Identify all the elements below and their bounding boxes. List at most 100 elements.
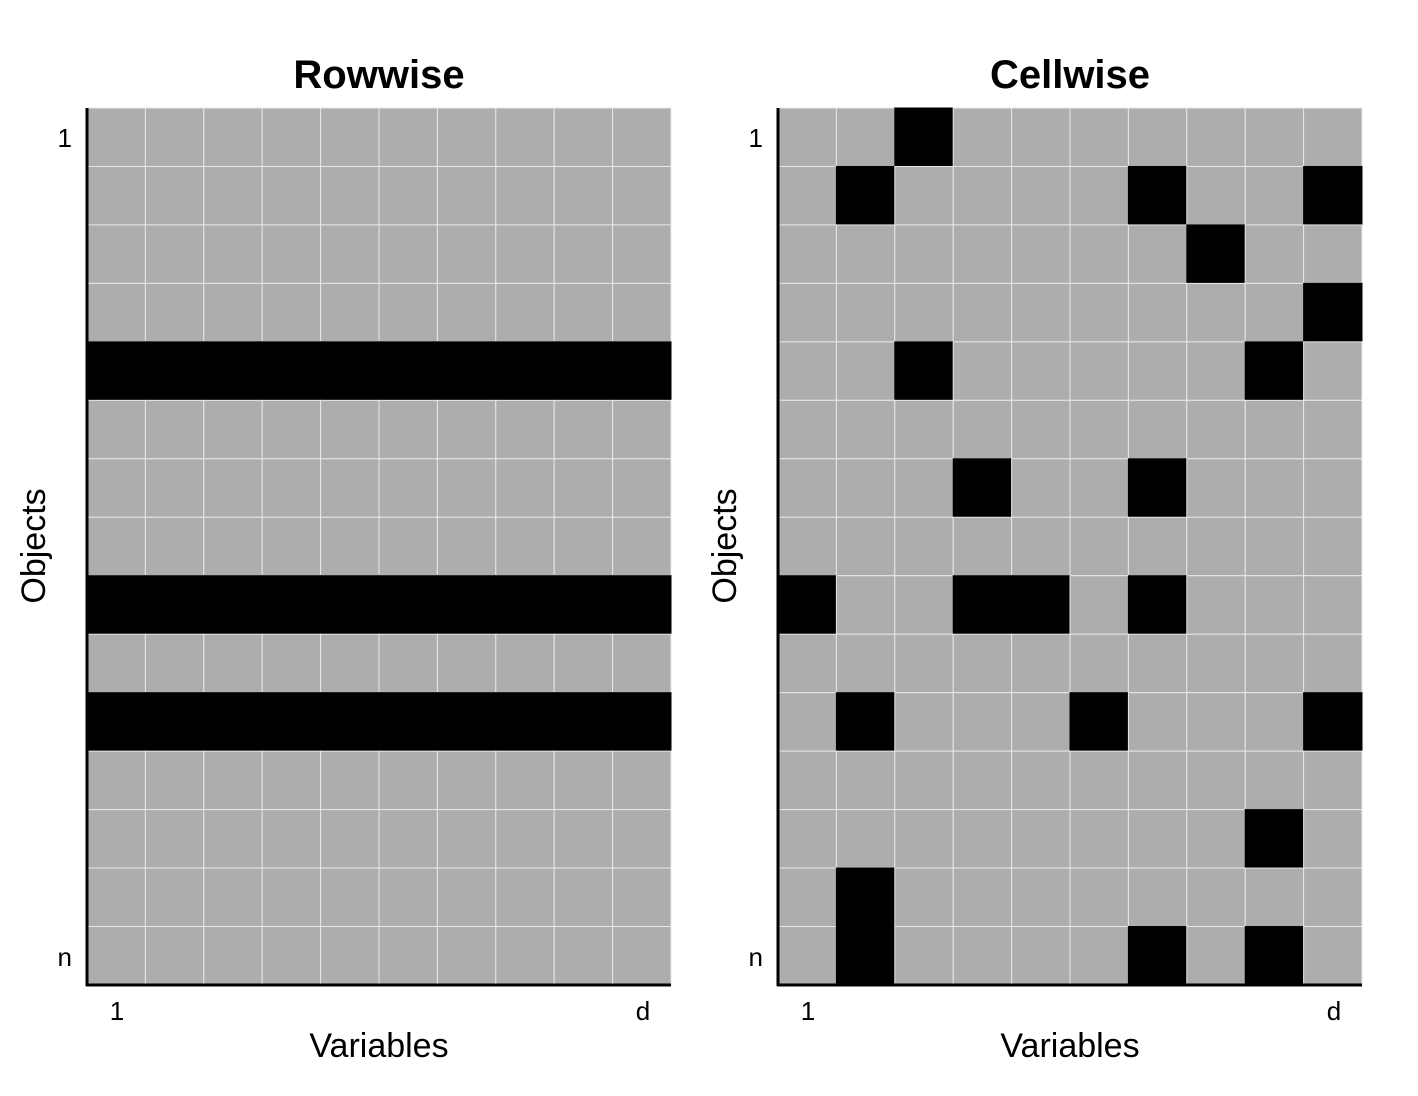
rowwise-cell-r6-c1 <box>86 399 146 460</box>
cellwise-cell-r13-c1 <box>777 809 837 869</box>
rowwise-cell-r7-c4 <box>261 458 322 518</box>
cellwise-cell-r11-c8 <box>1186 692 1246 752</box>
cellwise-cell-r2-c7-outlier <box>1127 165 1188 226</box>
cellwise-cell-r10-c4 <box>952 633 1013 694</box>
rowwise-cell-r11-c8-outlier <box>495 692 555 752</box>
cellwise-cell-r11-c7 <box>1127 692 1188 752</box>
rowwise-cell-r12-c7 <box>436 750 497 811</box>
cellwise-cell-r15-c8 <box>1186 926 1246 986</box>
cellwise-cell-r6-c6 <box>1069 399 1129 460</box>
cellwise-cell-r2-c6 <box>1069 165 1129 226</box>
cellwise-cell-r7-c10 <box>1303 458 1363 518</box>
cellwise-cell-r3-c6 <box>1069 224 1129 284</box>
rowwise-cell-r8-c9 <box>553 516 614 577</box>
cellwise-cell-r7-c8 <box>1186 458 1246 518</box>
cellwise-cell-r5-c9-outlier <box>1244 341 1305 401</box>
rowwise-cell-r8-c8 <box>495 516 555 577</box>
cellwise-cell-r6-c7 <box>1127 399 1188 460</box>
rowwise-cell-r9-c2-outlier <box>144 575 205 635</box>
rowwise-title: Rowwise <box>293 53 464 97</box>
rowwise-x-tick-first: 1 <box>110 996 124 1026</box>
rowwise-cell-r11-c9-outlier <box>553 692 614 752</box>
rowwise-cell-r9-c7-outlier <box>436 575 497 635</box>
rowwise-cell-r13-c1 <box>86 809 146 869</box>
cellwise-cell-r14-c8 <box>1186 867 1246 928</box>
rowwise-cell-r5-c9-outlier <box>553 341 614 401</box>
rowwise-cell-r14-c10 <box>612 867 672 928</box>
cellwise-cell-r12-c9 <box>1244 750 1305 811</box>
rowwise-cell-r4-c5 <box>320 282 380 343</box>
rowwise-cell-r1-c8 <box>495 107 555 167</box>
rowwise-cell-r6-c3 <box>203 399 263 460</box>
rowwise-cell-r8-c5 <box>320 516 380 577</box>
rowwise-cell-r14-c3 <box>203 867 263 928</box>
rowwise-cell-r2-c3 <box>203 165 263 226</box>
cellwise-cell-r6-c3 <box>894 399 954 460</box>
rowwise-cell-r6-c2 <box>144 399 205 460</box>
rowwise-y-axis-label: Objects <box>15 488 53 603</box>
cellwise-cell-r2-c9 <box>1244 165 1305 226</box>
rowwise-cell-r12-c10 <box>612 750 672 811</box>
rowwise-cell-r2-c6 <box>378 165 438 226</box>
cellwise-cell-r4-c5 <box>1011 282 1071 343</box>
rowwise-cell-r15-c1 <box>86 926 146 986</box>
rowwise-cell-r2-c9 <box>553 165 614 226</box>
cellwise-cell-r7-c4-outlier <box>952 458 1013 518</box>
cellwise-cell-r9-c9 <box>1244 575 1305 635</box>
rowwise-cell-r3-c10 <box>612 224 672 284</box>
rowwise-cell-r12-c4 <box>261 750 322 811</box>
cellwise-cell-r10-c3 <box>894 633 954 694</box>
cellwise-cell-r3-c2 <box>835 224 896 284</box>
cellwise-cell-r7-c3 <box>894 458 954 518</box>
rowwise-cell-r8-c4 <box>261 516 322 577</box>
cellwise-cell-r10-c8 <box>1186 633 1246 694</box>
cellwise-cell-r1-c2 <box>835 107 896 167</box>
cellwise-cell-r4-c7 <box>1127 282 1188 343</box>
cellwise-cell-r12-c3 <box>894 750 954 811</box>
cellwise-cell-r9-c1-outlier <box>777 575 837 635</box>
rowwise-cell-r10-c7 <box>436 633 497 694</box>
rowwise-cell-r13-c10 <box>612 809 672 869</box>
rowwise-cell-r1-c6 <box>378 107 438 167</box>
cellwise-y-tick-first: 1 <box>749 123 763 153</box>
rowwise-cell-r12-c1 <box>86 750 146 811</box>
rowwise-x-tick-last: d <box>636 996 650 1026</box>
cellwise-cell-r8-c1 <box>777 516 837 577</box>
cellwise-x-axis-label: Variables <box>1000 1027 1139 1065</box>
cellwise-cell-r12-c6 <box>1069 750 1129 811</box>
rowwise-cell-r14-c2 <box>144 867 205 928</box>
rowwise-cell-r5-c3-outlier <box>203 341 263 401</box>
cellwise-cell-r3-c5 <box>1011 224 1071 284</box>
cellwise-cell-r2-c1 <box>777 165 837 226</box>
rowwise-cell-r1-c7 <box>436 107 497 167</box>
cellwise-cell-r1-c1 <box>777 107 837 167</box>
cellwise-cell-r6-c9 <box>1244 399 1305 460</box>
rowwise-cell-r4-c7 <box>436 282 497 343</box>
rowwise-cell-r4-c3 <box>203 282 263 343</box>
rowwise-cell-r2-c7 <box>436 165 497 226</box>
cellwise-cell-r14-c5 <box>1011 867 1071 928</box>
cellwise-cell-r1-c7 <box>1127 107 1188 167</box>
rowwise-cell-r3-c4 <box>261 224 322 284</box>
cellwise-cell-r8-c10 <box>1303 516 1363 577</box>
rowwise-cell-r1-c9 <box>553 107 614 167</box>
rowwise-cell-r8-c2 <box>144 516 205 577</box>
cellwise-cell-r13-c7 <box>1127 809 1188 869</box>
rowwise-cell-r9-c9-outlier <box>553 575 614 635</box>
cellwise-cell-r5-c6 <box>1069 341 1129 401</box>
rowwise-cell-r14-c8 <box>495 867 555 928</box>
cellwise-cell-r4-c10-outlier <box>1303 282 1363 343</box>
rowwise-cell-r13-c7 <box>436 809 497 869</box>
rowwise-cell-r14-c9 <box>553 867 614 928</box>
cellwise-cell-r8-c8 <box>1186 516 1246 577</box>
cellwise-cell-r15-c7-outlier <box>1127 926 1188 986</box>
rowwise-cell-r1-c10 <box>612 107 672 167</box>
rowwise-cell-r15-c5 <box>320 926 380 986</box>
cellwise-cell-r5-c3-outlier <box>894 341 954 401</box>
cellwise-cell-r11-c2-outlier <box>835 692 896 752</box>
rowwise-cell-r13-c2 <box>144 809 205 869</box>
rowwise-cell-r7-c6 <box>378 458 438 518</box>
rowwise-cell-r9-c6-outlier <box>378 575 438 635</box>
cellwise-cell-r2-c5 <box>1011 165 1071 226</box>
cellwise-cell-r2-c2-outlier <box>835 165 896 226</box>
